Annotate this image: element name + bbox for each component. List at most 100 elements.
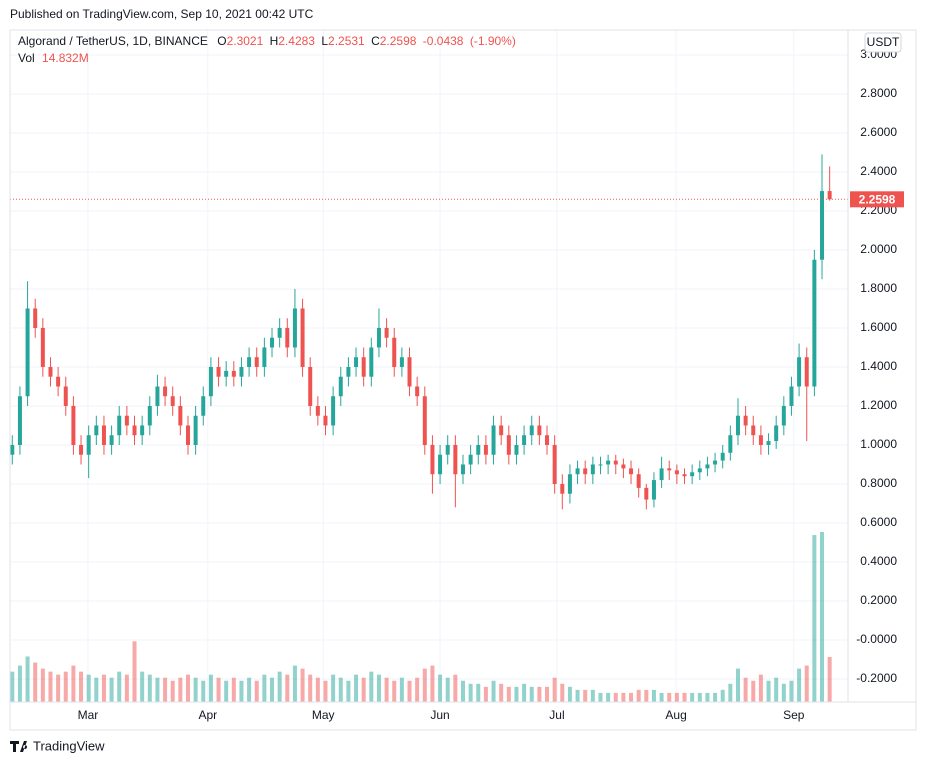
candle-body bbox=[33, 308, 38, 328]
currency-badge[interactable] bbox=[864, 32, 902, 53]
candle-body bbox=[109, 435, 114, 445]
volume-bar bbox=[392, 680, 397, 702]
volume-bar bbox=[300, 668, 305, 702]
volume-bar bbox=[674, 692, 679, 702]
volume-bar bbox=[713, 692, 718, 702]
candle-body bbox=[613, 460, 618, 465]
volume-bar bbox=[735, 668, 740, 702]
volume-bar bbox=[667, 692, 672, 702]
candle-body bbox=[552, 444, 557, 484]
volume-bar bbox=[40, 668, 45, 702]
volume-bar bbox=[552, 677, 557, 702]
close-prefix: C bbox=[371, 34, 380, 48]
volume-bar bbox=[491, 680, 496, 702]
open-value: 2.3021 bbox=[227, 34, 264, 48]
candle-body bbox=[170, 396, 175, 406]
candle-body bbox=[239, 366, 244, 377]
volume-bar bbox=[262, 674, 267, 702]
candle-body bbox=[94, 425, 99, 436]
candle-body bbox=[117, 415, 122, 436]
volume-layer bbox=[10, 532, 832, 702]
candle-body bbox=[308, 366, 313, 406]
axis-layer: -0.2000 -0.0000 0.2000 0.4000 0.6000 0.8000 1.… bbox=[78, 47, 904, 722]
candle-body bbox=[758, 435, 763, 445]
candle-body bbox=[354, 357, 359, 367]
candle-body bbox=[476, 444, 481, 455]
volume-bar bbox=[308, 674, 313, 702]
volume-bar bbox=[613, 692, 618, 702]
last-price-badge bbox=[850, 191, 904, 208]
candle-body bbox=[438, 454, 443, 475]
candle-body bbox=[522, 435, 527, 445]
candle-body bbox=[384, 327, 389, 338]
volume-bar bbox=[10, 671, 15, 702]
volume-bar bbox=[338, 677, 343, 702]
currency-label: USDT bbox=[867, 35, 900, 49]
volume-bar bbox=[567, 686, 572, 702]
volume-bar bbox=[812, 535, 817, 702]
candle-body bbox=[315, 405, 320, 416]
candle-body bbox=[86, 435, 91, 455]
volume-bar bbox=[583, 689, 588, 702]
volume-bar bbox=[499, 683, 504, 702]
volume-bar bbox=[109, 677, 114, 702]
grid bbox=[10, 30, 848, 702]
volume-bar bbox=[430, 665, 435, 702]
volume-bar bbox=[476, 683, 481, 702]
candle-body bbox=[499, 425, 504, 436]
volume-bar bbox=[124, 674, 129, 702]
candle-body bbox=[629, 468, 634, 475]
candle-body bbox=[651, 480, 656, 500]
candle-body bbox=[621, 464, 626, 469]
volume-bar bbox=[361, 677, 366, 702]
candle-body bbox=[208, 366, 213, 397]
volume-bar bbox=[201, 680, 206, 702]
candle-body bbox=[216, 366, 221, 377]
candle-body bbox=[79, 444, 84, 455]
candle-body bbox=[659, 468, 664, 481]
candle-body bbox=[185, 425, 190, 445]
volume-bar bbox=[651, 689, 656, 702]
candle-body bbox=[292, 308, 297, 348]
volume-bar bbox=[132, 641, 137, 702]
candle-body bbox=[430, 444, 435, 475]
volume-bar bbox=[606, 692, 611, 702]
candle-body bbox=[369, 347, 374, 377]
candle-body bbox=[483, 444, 488, 455]
volume-bar bbox=[690, 692, 695, 702]
published-note: Published on TradingView.com, Sep 10, 20… bbox=[10, 7, 314, 21]
volume-bar bbox=[705, 692, 710, 702]
candle-body bbox=[606, 460, 611, 465]
candle-body bbox=[636, 474, 641, 488]
candle-body bbox=[735, 415, 740, 436]
candle-body bbox=[598, 464, 603, 466]
candle-body bbox=[560, 483, 565, 494]
candle-body bbox=[231, 370, 236, 377]
volume-bar bbox=[193, 677, 198, 702]
volume-bar bbox=[231, 677, 236, 702]
volume-value: 14.832M bbox=[42, 51, 89, 65]
volume-bar bbox=[621, 692, 626, 702]
candle-body bbox=[506, 435, 511, 455]
candle-body bbox=[514, 444, 519, 455]
volume-bar bbox=[163, 677, 168, 702]
candle-body bbox=[728, 435, 733, 453]
volume-bar bbox=[208, 674, 213, 702]
volume-bar bbox=[33, 662, 38, 702]
volume-bar bbox=[185, 674, 190, 702]
candle-body bbox=[705, 464, 710, 469]
candle-body bbox=[743, 415, 748, 426]
volume-bar bbox=[789, 680, 794, 702]
volume-bar bbox=[376, 674, 381, 702]
volume-bar bbox=[598, 692, 603, 702]
volume-bar bbox=[399, 677, 404, 702]
volume-bar bbox=[797, 668, 802, 702]
volume-name: Vol bbox=[18, 51, 35, 65]
y-tick-label: 0.6000 bbox=[860, 515, 897, 529]
candle-body bbox=[491, 425, 496, 455]
chart-frame bbox=[9, 29, 917, 731]
volume-bar bbox=[438, 674, 443, 702]
volume-bar bbox=[415, 677, 420, 702]
